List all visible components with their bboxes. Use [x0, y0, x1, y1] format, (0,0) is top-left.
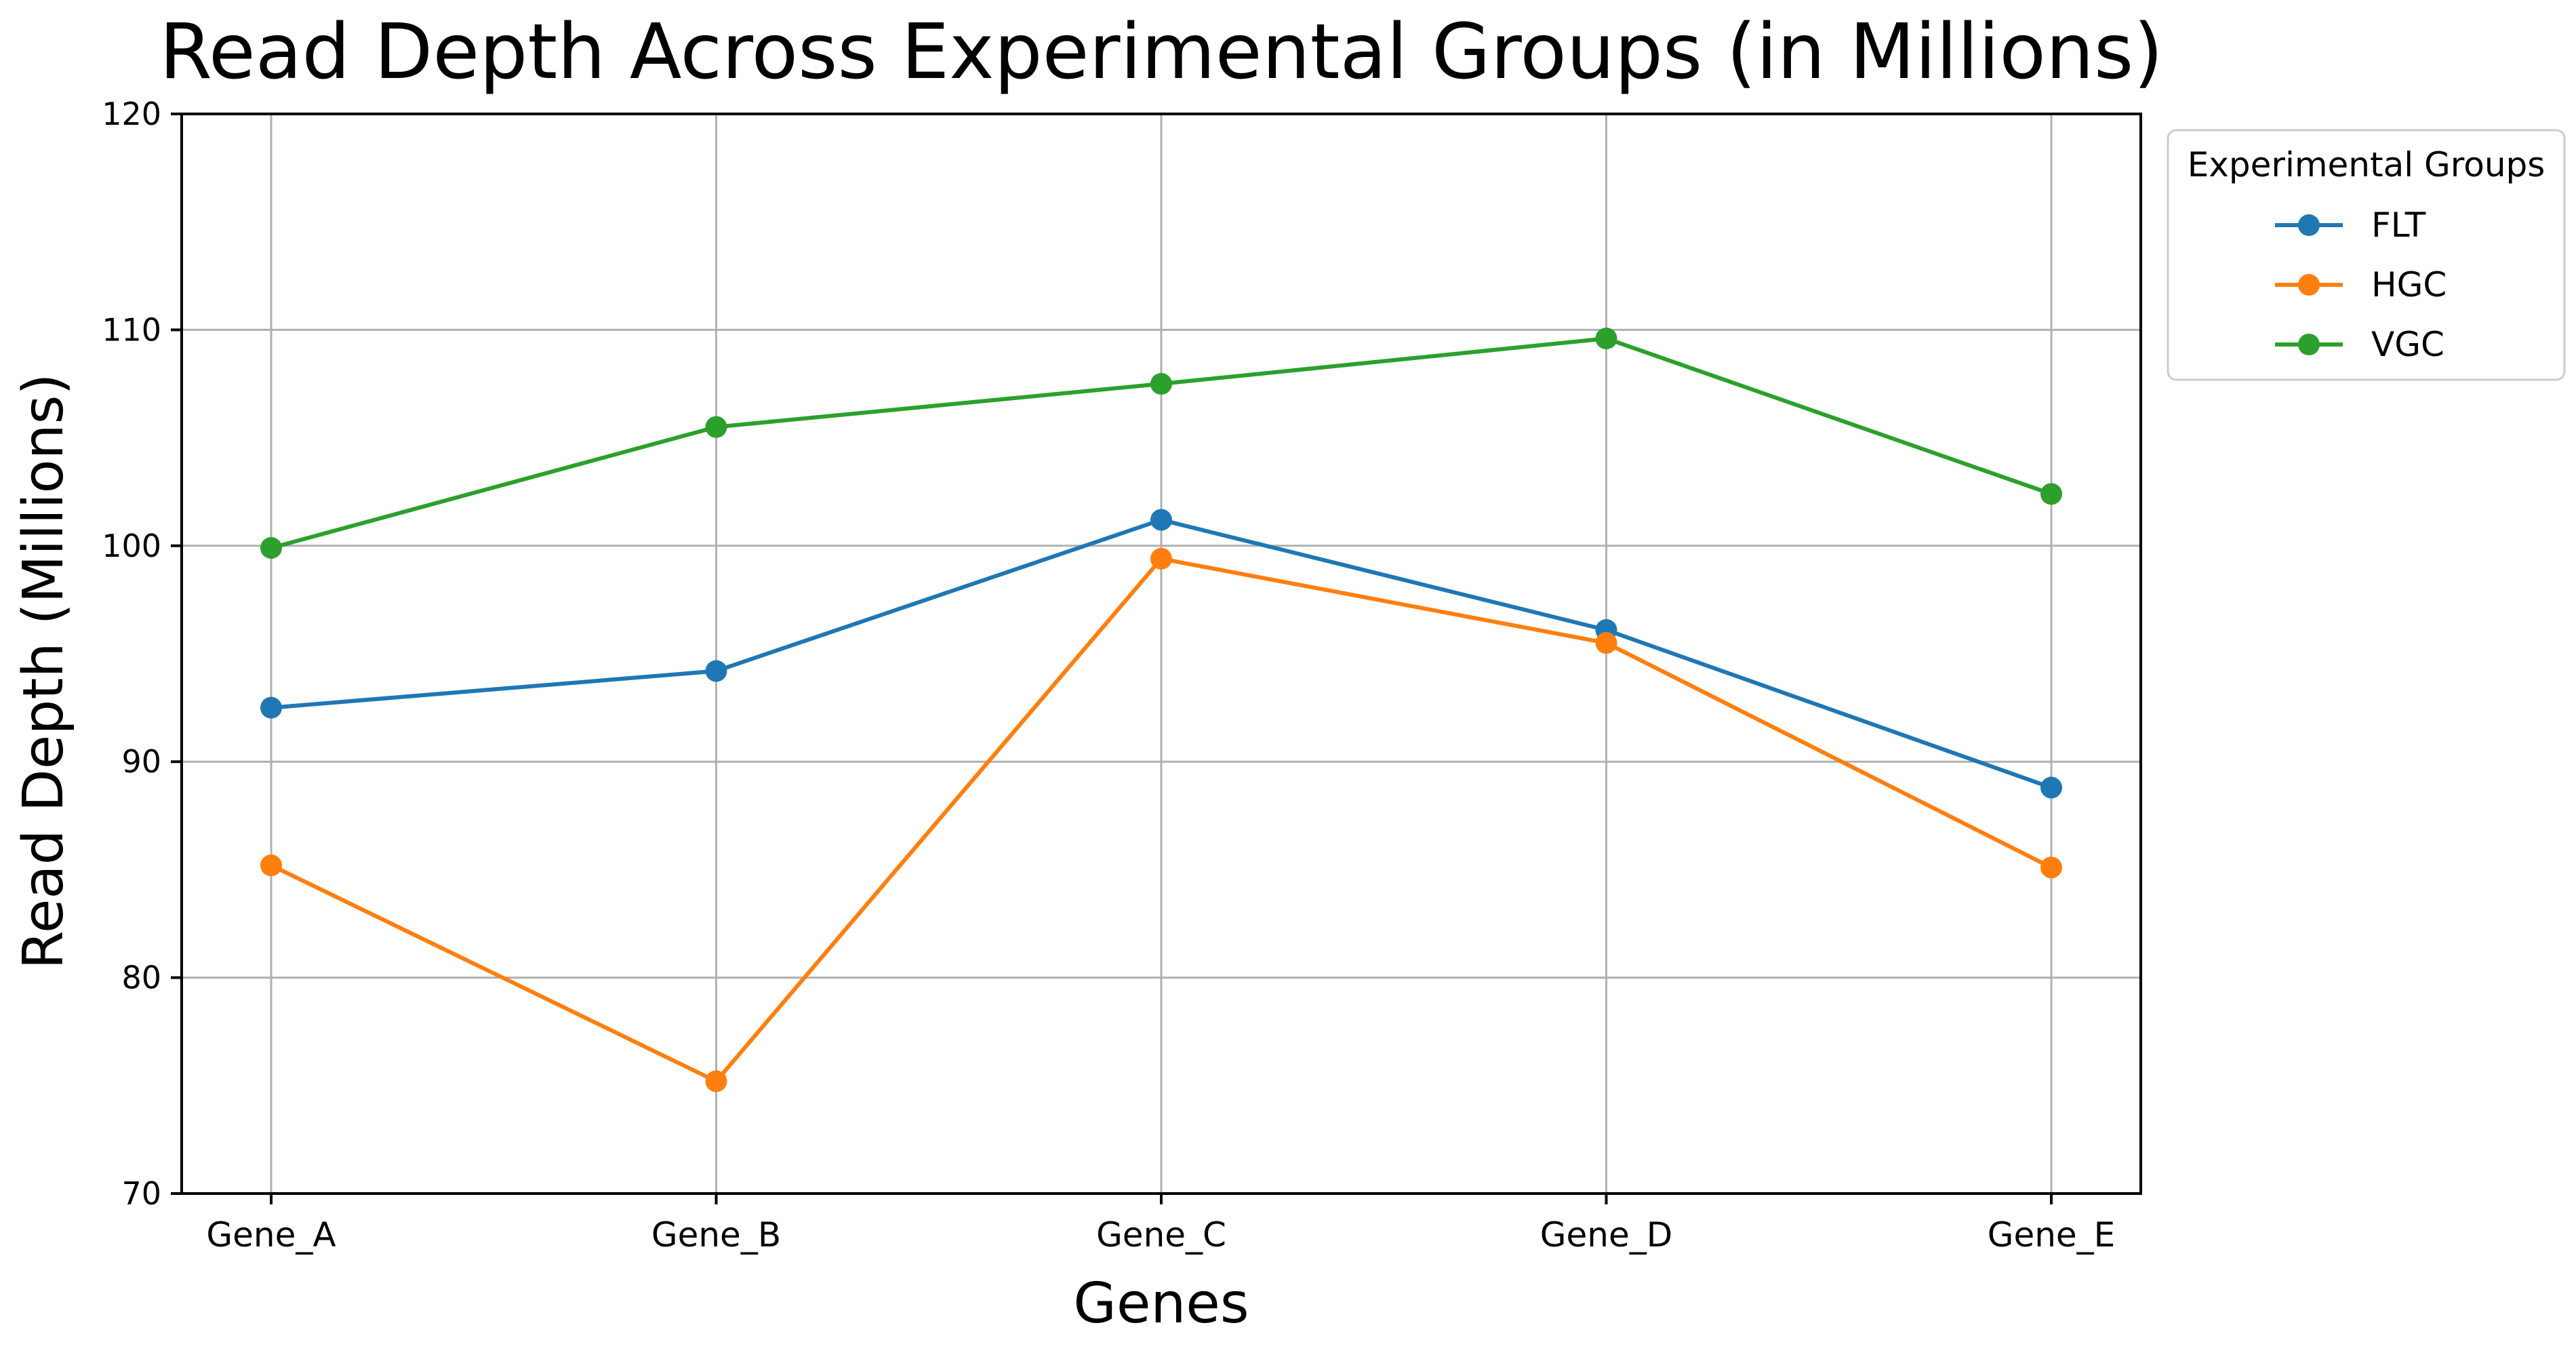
y-tick-label: 110 [102, 311, 161, 348]
x-tick-label: Gene_D [1540, 1215, 1672, 1255]
x-tick-label: Gene_B [651, 1215, 781, 1255]
series-hgc [260, 547, 2062, 1092]
legend-marker [2298, 334, 2320, 355]
x-tick-label: Gene_A [206, 1215, 336, 1255]
series-vgc [260, 328, 2062, 559]
data-point-hgc [260, 854, 282, 877]
legend-label: HGC [2371, 265, 2447, 304]
y-tick-label: 70 [121, 1175, 161, 1212]
data-point-flt [2040, 776, 2062, 799]
data-point-vgc [2040, 483, 2062, 505]
legend: Experimental Groups FLT HGC VGC [2167, 129, 2566, 381]
legend-item-hgc: HGC [2275, 265, 2447, 304]
data-point-flt [260, 696, 282, 719]
data-point-hgc [1150, 547, 1172, 570]
legend-item-vgc: VGC [2275, 325, 2444, 364]
x-tick-label: Gene_C [1096, 1215, 1226, 1255]
data-point-hgc [2040, 856, 2062, 879]
data-point-vgc [1150, 373, 1172, 395]
data-point-flt [705, 660, 727, 682]
data-point-vgc [260, 536, 282, 559]
legend-title: Experimental Groups [2188, 145, 2545, 184]
legend-marker [2298, 274, 2320, 296]
x-tick-label: Gene_E [1988, 1215, 2116, 1255]
grid [182, 113, 2141, 1195]
legend-item-flt: FLT [2275, 205, 2426, 245]
data-point-hgc [1595, 632, 1617, 654]
legend-label: FLT [2371, 205, 2426, 245]
data-point-hgc [705, 1070, 727, 1092]
data-point-vgc [705, 416, 727, 438]
y-axis-label: Read Depth (Millions) [12, 374, 76, 970]
chart-title: Read Depth Across Experimental Groups (i… [159, 8, 2163, 96]
y-tick-label: 90 [121, 743, 161, 780]
y-axis: 70 80 90 100 110 120 [102, 96, 182, 1212]
x-axis-label: Genes [1073, 1272, 1249, 1336]
data-point-flt [1150, 509, 1172, 531]
y-tick-label: 100 [102, 528, 161, 564]
y-tick-label: 80 [121, 960, 161, 996]
y-tick-label: 120 [102, 96, 161, 132]
legend-label: VGC [2371, 325, 2444, 364]
legend-box [2167, 129, 2566, 381]
legend-marker [2298, 214, 2320, 236]
data-point-vgc [1595, 328, 1617, 350]
x-axis: Gene_A Gene_B Gene_C Gene_D Gene_E [206, 1194, 2115, 1255]
